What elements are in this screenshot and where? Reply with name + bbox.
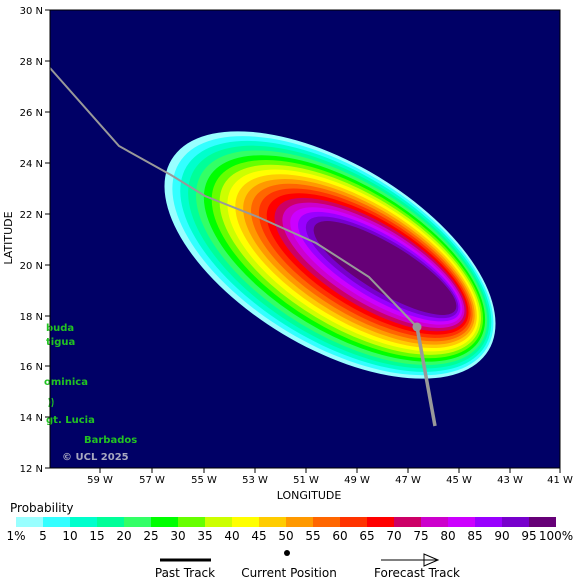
legend-label: 55 [305, 529, 321, 543]
legend-swatch [502, 517, 529, 527]
legend-label: 5 [39, 529, 47, 543]
lon-tick-label: 53 W [242, 475, 268, 486]
lon-tick-label: 55 W [191, 475, 217, 486]
probability-band [313, 221, 457, 315]
past-track-label: Past Track [154, 566, 216, 580]
legend-label: 60 [332, 529, 348, 543]
legend-label: 75 [413, 529, 429, 543]
lon-tick-label: 47 W [395, 475, 421, 486]
legend-swatch [151, 517, 178, 527]
legend-label: 30 [170, 529, 186, 543]
island-label-dominica: ominica [44, 377, 88, 388]
legend-label: 25 [143, 529, 159, 543]
legend-label: 70 [386, 529, 402, 543]
probability-color-bar [16, 517, 556, 527]
lat-tick-label: 22 N [20, 210, 43, 221]
lat-tick-label: 16 N [20, 362, 43, 373]
lat-tick-label: 26 N [20, 108, 43, 119]
current-position-key-icon [284, 550, 290, 556]
legend-swatch [475, 517, 502, 527]
legend-label: 40 [224, 529, 240, 543]
legend-title: Probability [10, 501, 74, 515]
legend-label: 35 [197, 529, 213, 543]
lat-tick-label: 12 N [20, 464, 43, 475]
legend-swatch [367, 517, 394, 527]
island-label-barbuda: buda [46, 323, 74, 334]
legend-swatch [286, 517, 313, 527]
current-position-label: Current Position [241, 566, 337, 580]
forecast-track-line [415, 326, 437, 427]
x-axis-title: LONGITUDE [277, 489, 342, 500]
island-label-st-lucia: gt. Lucia [46, 415, 95, 426]
probability-labels: 1% 5 10 15 20 25 30 35 40 45 50 55 60 65 70 75 80 85 90 95 1… [0, 529, 580, 543]
legend-label: 90 [494, 529, 510, 543]
lat-tick-label: 28 N [20, 57, 43, 68]
track-key: Past Track Current Position Forecast Tra… [0, 545, 580, 585]
legend-swatch [448, 517, 475, 527]
y-axis-title: LATITUDE [2, 211, 15, 264]
legend-label: 65 [359, 529, 375, 543]
lon-tick-label: 49 W [344, 475, 370, 486]
arrow-head-icon [423, 553, 440, 567]
current-position-marker [412, 322, 422, 332]
island-shape-icon [51, 397, 54, 408]
legend-swatch [313, 517, 340, 527]
lon-tick-label: 59 W [87, 475, 113, 486]
legend-label: 20 [116, 529, 132, 543]
legend-swatch [124, 517, 151, 527]
legend-label: 85 [467, 529, 483, 543]
legend-swatch [178, 517, 205, 527]
past-track-line [49, 67, 418, 328]
legend-swatch [421, 517, 448, 527]
legend-label: 10 [62, 529, 78, 543]
legend-label: 15 [89, 529, 105, 543]
island-label-barbados: Barbados [84, 435, 137, 446]
legend-label: 95 [521, 529, 537, 543]
lon-tick-label: 43 W [497, 475, 523, 486]
legend-swatch [70, 517, 97, 527]
copyright-label: © UCL 2025 [62, 452, 129, 463]
track-key-symbols [160, 550, 440, 567]
lon-tick-label: 45 W [446, 475, 472, 486]
legend-swatch [97, 517, 124, 527]
legend-label: 1% [6, 529, 26, 543]
longitude-ticks: 59 W 57 W 55 W 53 W 51 W 49 W 47 W 45 W … [87, 468, 573, 486]
lat-tick-label: 24 N [20, 159, 43, 170]
legend-label: 50 [278, 529, 294, 543]
legend-label: 100% [538, 529, 574, 543]
lon-tick-label: 51 W [293, 475, 319, 486]
latitude-ticks: 30 N 28 N 26 N 24 N 22 N 20 N 18 N 16 N … [20, 6, 50, 475]
legend-label: 45 [251, 529, 267, 543]
lat-tick-label: 30 N [20, 6, 43, 17]
legend-swatch [259, 517, 286, 527]
lat-tick-label: 20 N [20, 261, 43, 272]
lat-tick-label: 14 N [20, 413, 43, 424]
lon-tick-label: 41 W [547, 475, 573, 486]
probability-map: buda tigua ominica gt. Lucia Barbados © … [2, 6, 573, 500]
legend-swatch [232, 517, 259, 527]
legend-swatch [529, 517, 556, 527]
lat-tick-label: 18 N [20, 312, 43, 323]
legend-swatch [340, 517, 367, 527]
legend-swatch [205, 517, 232, 527]
legend-swatch [16, 517, 43, 527]
lon-tick-label: 57 W [139, 475, 165, 486]
forecast-track-label: Forecast Track [374, 566, 460, 580]
island-label-antigua: tigua [46, 337, 75, 348]
legend-swatch [43, 517, 70, 527]
legend-swatch [394, 517, 421, 527]
legend-label: 80 [440, 529, 456, 543]
map-frame [49, 9, 561, 469]
